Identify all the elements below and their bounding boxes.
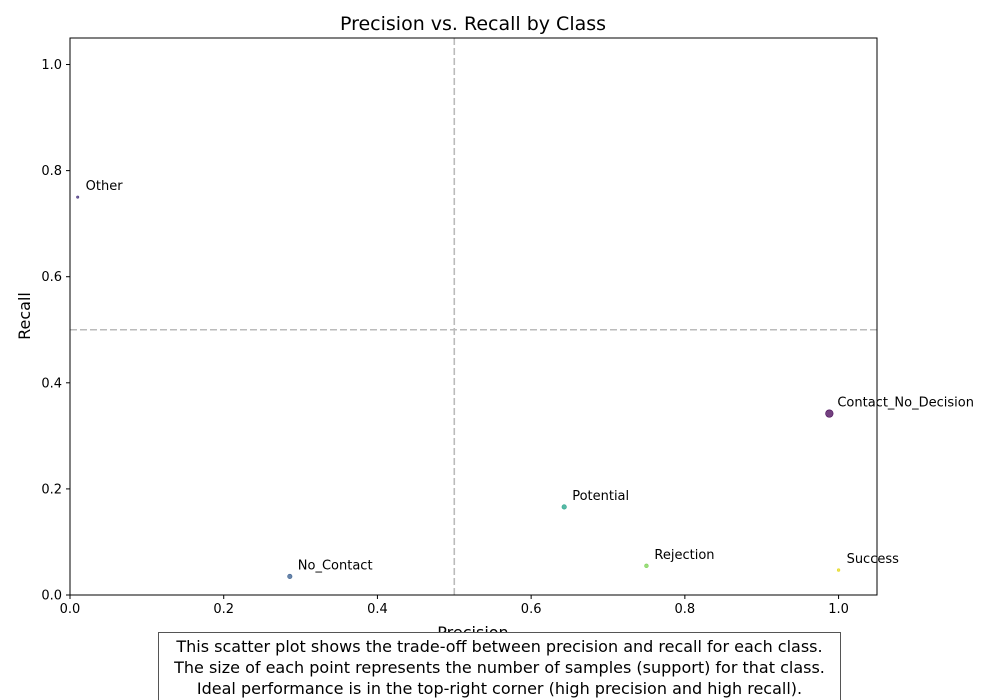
scatter-point [287,573,293,579]
x-tick-label: 0.6 [521,602,542,617]
plot-frame [69,37,878,596]
point-label: Contact_No_Decision [837,396,974,411]
point-label: Rejection [654,548,714,563]
scatter-point [825,409,834,418]
y-axis-label: Recall [15,292,34,340]
y-tick-label: 0.8 [41,164,62,179]
x-tick-label: 0.8 [675,602,696,617]
chart-caption: This scatter plot shows the trade-off be… [158,632,841,700]
x-tick-label: 0.0 [60,602,81,617]
point-label: Success [847,552,900,567]
x-tick-label: 0.2 [213,602,234,617]
y-tick-label: 0.2 [41,482,62,497]
y-tick-label: 0.0 [41,589,62,604]
y-tick-label: 0.4 [41,376,62,391]
y-tick-label: 0.6 [41,270,62,285]
scatter-point [836,568,841,572]
x-tick-label: 0.4 [367,602,388,617]
scatter-point [76,195,80,199]
y-tick-label: 1.0 [41,58,62,73]
scatter-point [561,504,567,510]
point-label: Other [86,179,124,194]
point-label: No_Contact [298,558,373,573]
scatter-point [644,563,649,569]
caption-line-1: This scatter plot shows the trade-off be… [176,637,823,656]
point-label: Potential [572,489,629,504]
caption-line-2: The size of each point represents the nu… [174,658,825,677]
x-tick-label: 1.0 [828,602,849,617]
chart-title: Precision vs. Recall by Class [340,13,606,35]
caption-line-3: Ideal performance is in the top-right co… [196,679,803,698]
